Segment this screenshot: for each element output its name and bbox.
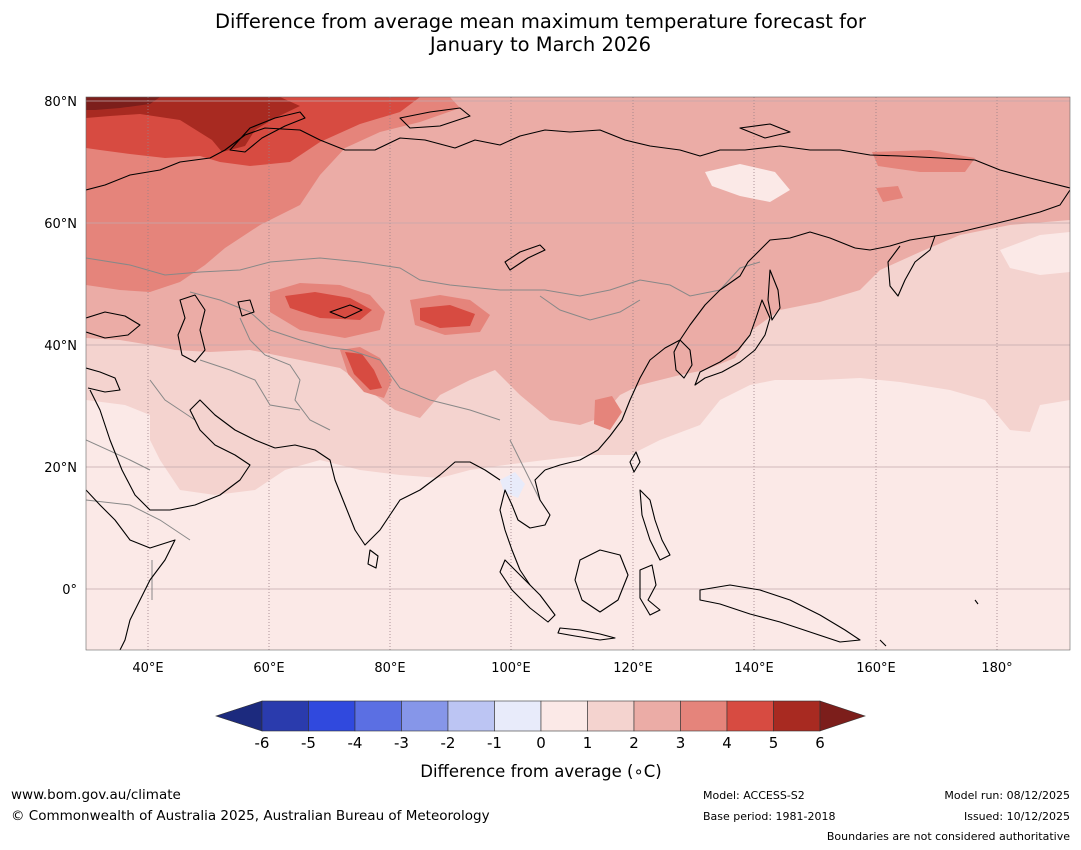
- chart-title: Difference from average mean maximum tem…: [0, 10, 1081, 56]
- colorbar-segment: [633, 700, 681, 732]
- colorbar-tick: -1: [487, 734, 502, 752]
- boundaries-disclaimer: Boundaries are not considered authoritat…: [826, 830, 1070, 843]
- lat-label-40n: 40°N: [44, 339, 77, 354]
- lon-label-120e: 120°E: [613, 661, 653, 676]
- colorbar-segment: [726, 700, 774, 732]
- copyright-text: © Commonwealth of Australia 2025, Austra…: [11, 808, 490, 824]
- colorbar-tick: 5: [769, 734, 779, 752]
- website-link[interactable]: www.bom.gov.au/climate: [11, 787, 181, 803]
- lat-label-80n: 80°N: [44, 95, 77, 110]
- latitude-labels: 80°N 60°N 40°N 20°N 0°: [44, 95, 77, 598]
- lat-label-equator: 0°: [62, 583, 77, 598]
- colorbar-segment: [447, 700, 495, 732]
- colorbar-segment: [540, 700, 588, 732]
- anomaly-field-above-6: [86, 97, 160, 110]
- colorbar-tick: -5: [301, 734, 316, 752]
- map-panel: [86, 97, 1070, 650]
- anomaly-field-2-3: [86, 97, 1070, 425]
- lon-label-160e: 160°E: [856, 661, 896, 676]
- colorbar-tick: -4: [348, 734, 363, 752]
- map-frame: [85, 96, 1071, 651]
- base-period: Base period: 1981-2018: [703, 810, 836, 823]
- colorbar-extend-high: [819, 700, 866, 732]
- lon-label-60e: 60°E: [253, 661, 284, 676]
- colorbar-tick: -3: [394, 734, 409, 752]
- lon-label-80e: 80°E: [374, 661, 405, 676]
- model-run-date: Model run: 08/12/2025: [944, 789, 1070, 802]
- coastlines: [86, 107, 1070, 650]
- colorbar-label: Difference from average (∘C): [420, 762, 661, 781]
- colorbar-tick: -6: [255, 734, 270, 752]
- lat-label-20n: 20°N: [44, 461, 77, 476]
- colorbar-segment: [494, 700, 542, 732]
- colorbar-tick: 4: [722, 734, 732, 752]
- colorbar-segment: [773, 700, 821, 732]
- anomaly-field-3-4-china: [594, 396, 622, 430]
- title-line-1: Difference from average mean maximum tem…: [215, 10, 866, 33]
- colorbar-segment: [354, 700, 402, 732]
- colorbar: [215, 700, 866, 732]
- lon-label-180: 180°: [981, 661, 1012, 676]
- colorbar-segment: [680, 700, 728, 732]
- colorbar-ticks: -6 -5 -4 -3 -2 -1 0 1 2 3 4 5 6: [255, 734, 825, 752]
- title-line-2: January to March 2026: [429, 33, 652, 56]
- anomaly-pocket-0-1-pacific: [1000, 232, 1070, 275]
- lon-label-100e: 100°E: [491, 661, 531, 676]
- issued-date: Issued: 10/12/2025: [963, 810, 1070, 823]
- colorbar-tick: 6: [815, 734, 825, 752]
- colorbar-extend-low: [215, 700, 263, 732]
- colorbar-tick: -2: [441, 734, 456, 752]
- longitude-labels: 40°E 60°E 80°E 100°E 120°E 140°E 160°E 1…: [132, 661, 1012, 676]
- colorbar-tick: 1: [583, 734, 593, 752]
- colorbar-tick: 2: [629, 734, 639, 752]
- model-name: Model: ACCESS-S2: [703, 789, 805, 802]
- lat-label-60n: 60°N: [44, 217, 77, 232]
- colorbar-tick: 0: [536, 734, 546, 752]
- anomaly-field-4-5-tibet: [345, 352, 382, 390]
- anomaly-field-4-5-central: [285, 292, 372, 320]
- colorbar-tick: 3: [676, 734, 686, 752]
- anomaly-field-4-5-tarim: [420, 305, 475, 328]
- lon-label-140e: 140°E: [734, 661, 774, 676]
- colorbar-segment: [261, 700, 309, 732]
- colorbar-segment: [401, 700, 449, 732]
- colorbar-segment: [587, 700, 635, 732]
- anomaly-pocket-0-1-east-siberia: [705, 164, 790, 202]
- colorbar-segment: [308, 700, 356, 732]
- country-boundaries: [86, 257, 761, 600]
- anomaly-field-3-4-small: [876, 186, 903, 202]
- anomaly-field-5-6: [86, 97, 300, 152]
- lon-label-40e: 40°E: [132, 661, 163, 676]
